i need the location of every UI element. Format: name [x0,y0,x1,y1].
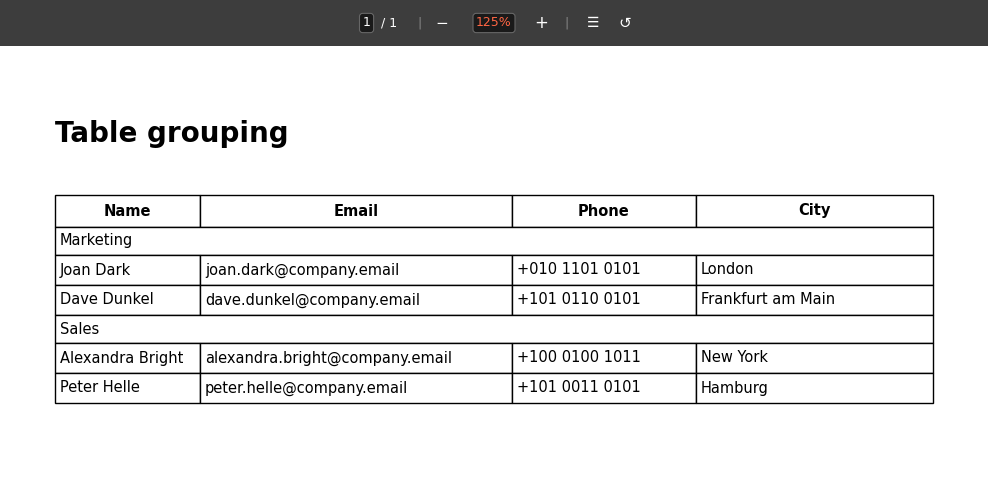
Text: Hamburg: Hamburg [700,380,769,395]
Text: Name: Name [104,203,151,218]
Text: alexandra.bright@company.email: alexandra.bright@company.email [205,350,452,365]
Text: Peter Helle: Peter Helle [60,380,140,395]
Text: +100 0100 1011: +100 0100 1011 [517,350,640,365]
Text: Marketing: Marketing [60,233,133,248]
Text: Dave Dunkel: Dave Dunkel [60,292,154,307]
Text: Email: Email [333,203,378,218]
Text: |: | [418,16,422,30]
Text: −: − [436,15,448,30]
Text: Joan Dark: Joan Dark [60,262,131,277]
Text: joan.dark@company.email: joan.dark@company.email [205,262,399,278]
Text: City: City [798,203,831,218]
Text: Frankfurt am Main: Frankfurt am Main [700,292,835,307]
Text: dave.dunkel@company.email: dave.dunkel@company.email [205,292,420,308]
Text: +: + [535,14,548,32]
Text: ☰: ☰ [587,16,599,30]
Text: 1: 1 [363,16,370,30]
Text: 125%: 125% [476,16,512,30]
Text: London: London [700,262,755,277]
Text: Phone: Phone [578,203,629,218]
Text: +101 0110 0101: +101 0110 0101 [517,292,640,307]
Text: New York: New York [700,350,768,365]
Text: Alexandra Bright: Alexandra Bright [60,350,184,365]
Text: peter.helle@company.email: peter.helle@company.email [205,380,408,395]
Text: / 1: / 1 [381,16,397,30]
Text: +010 1101 0101: +010 1101 0101 [517,262,640,277]
Text: +101 0011 0101: +101 0011 0101 [517,380,640,395]
Text: |: | [564,16,568,30]
Text: ↺: ↺ [618,15,630,30]
Text: Sales: Sales [60,321,99,336]
Text: Table grouping: Table grouping [55,120,288,148]
